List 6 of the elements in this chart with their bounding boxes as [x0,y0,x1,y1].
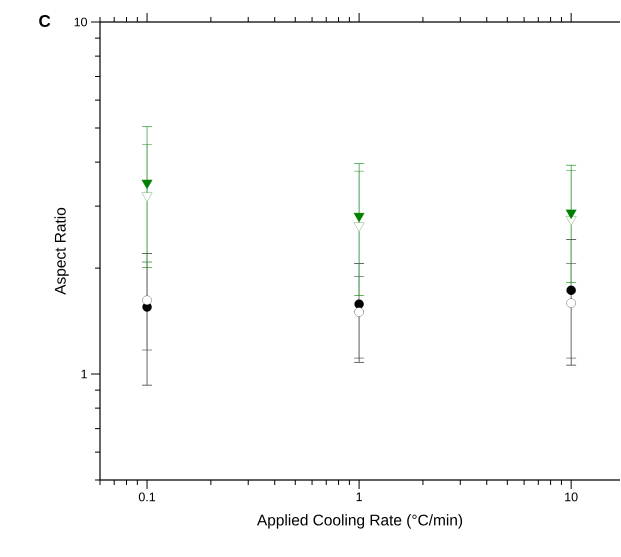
x-tick-label: 10 [565,492,578,502]
text: C [39,14,50,27]
y-axis-title: Aspect Ratio [54,208,69,295]
x-axis-title: Applied Cooling Rate (°C/min) [256,514,462,529]
x-tick-label: 1 [356,492,362,502]
x-tick-label: 0.1 [138,492,156,502]
